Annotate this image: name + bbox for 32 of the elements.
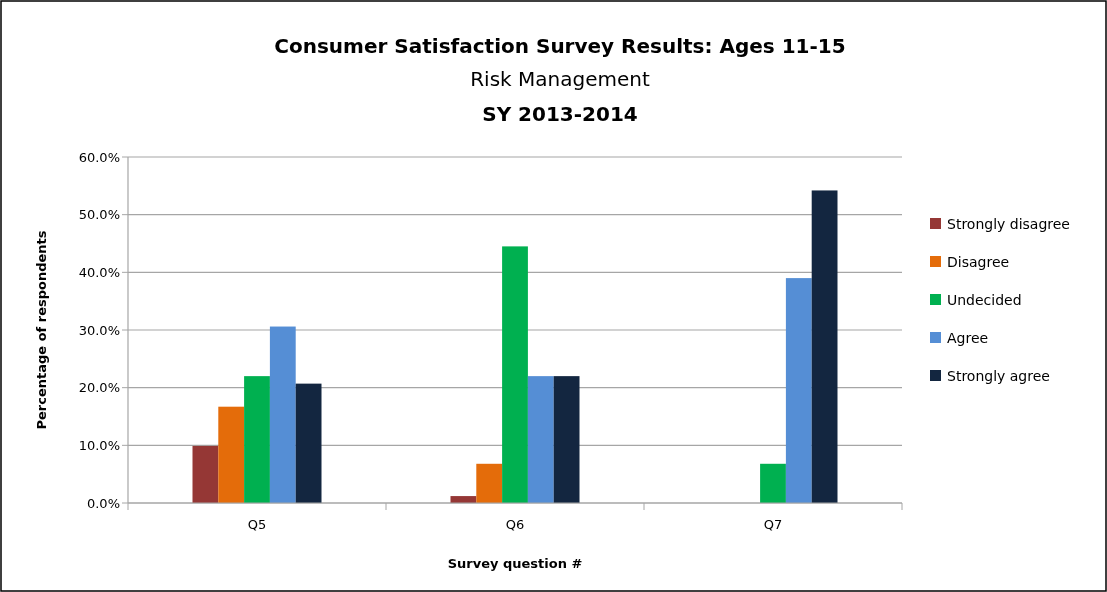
legend-label: Disagree: [947, 253, 1010, 270]
bar: [476, 463, 503, 503]
bar: [527, 376, 554, 503]
text: SY 2013-2014: [482, 102, 638, 126]
bar: [760, 463, 786, 503]
y-axis-title: Percentage of respondents: [34, 230, 49, 430]
bar: [244, 376, 270, 503]
bar: [811, 190, 838, 503]
x-tick-label: Q5: [247, 517, 267, 532]
y-tick-label: 50.0%: [78, 207, 120, 223]
x-tick-label: Q6: [505, 517, 525, 532]
x-tick-label: Q7: [763, 517, 783, 532]
y-tick-label: 30.0%: [78, 322, 120, 338]
chart-subtitle: Risk Management: [470, 67, 650, 91]
y-tick-label: 60.0%: [78, 149, 120, 165]
chart-title: Consumer Satisfaction Survey Results: Ages 11-15: [274, 34, 846, 58]
bar: [502, 246, 528, 503]
legend-label: Undecided: [947, 291, 1022, 308]
legend-label: Agree: [947, 329, 989, 346]
y-tick-label: 10.0%: [78, 437, 120, 453]
legend-label: Strongly disagree: [947, 215, 1070, 232]
bar: [553, 376, 580, 503]
bar: [218, 406, 245, 503]
y-tick-label: 0.0%: [86, 495, 120, 511]
x-axis-title: Survey question #: [447, 556, 583, 571]
bar: [192, 445, 219, 503]
bar: [295, 383, 322, 503]
legend-label: Strongly agree: [947, 367, 1050, 384]
y-tick-label: 40.0%: [78, 264, 120, 280]
bar: [785, 278, 812, 503]
y-tick-label: 20.0%: [78, 380, 120, 396]
bar: [269, 326, 296, 503]
